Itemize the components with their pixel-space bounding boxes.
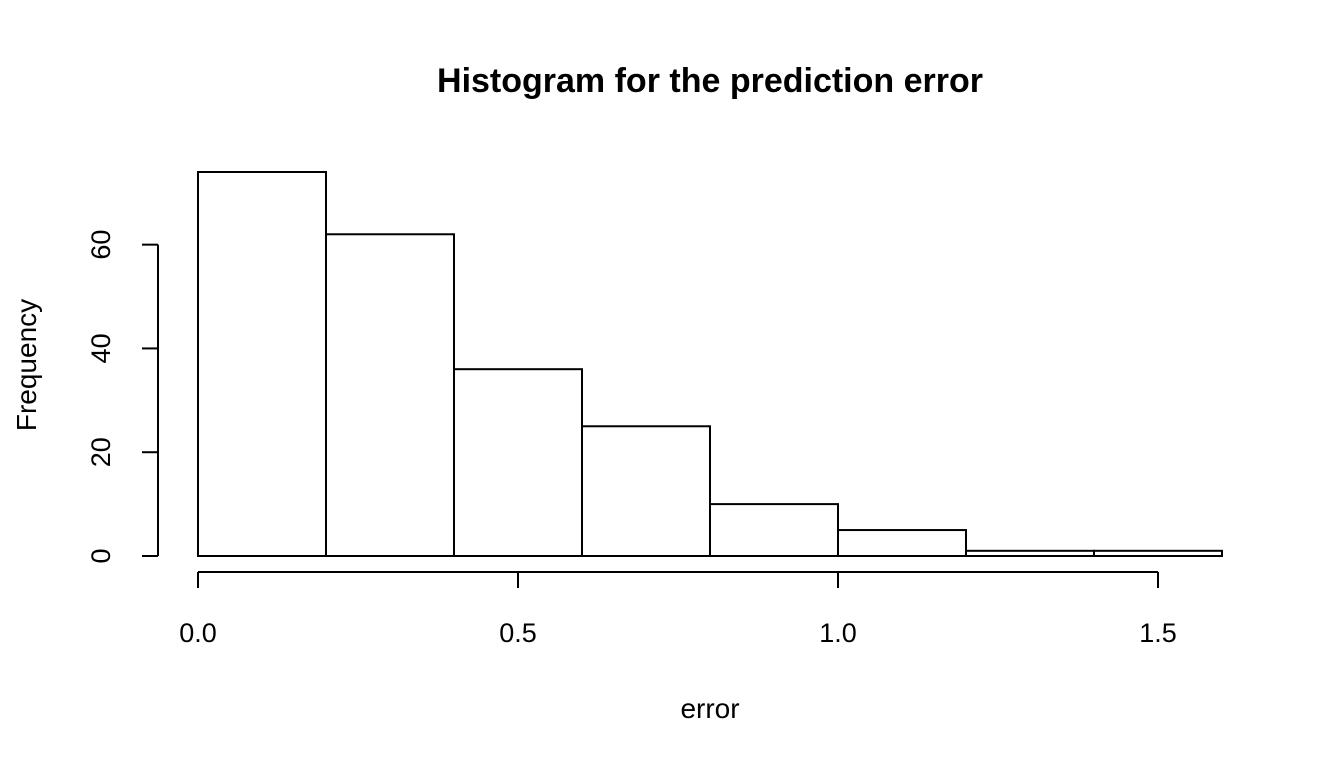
- y-tick-label-3: 60: [86, 230, 116, 260]
- x-axis: 0.0 0.5 1.0 1.5: [179, 571, 1177, 648]
- histogram-bar-3: [581, 425, 711, 557]
- histogram-bar-1: [325, 233, 455, 557]
- histogram-bar-2: [453, 368, 583, 557]
- histogram-bar-7: [1093, 549, 1223, 557]
- y-tick-label-2: 40: [86, 333, 116, 363]
- x-tick-label-3: 1.5: [1139, 618, 1177, 648]
- x-tick-label-2: 1.0: [819, 618, 857, 648]
- histogram-bar-6: [965, 549, 1095, 557]
- x-tick-label-1: 0.5: [499, 618, 537, 648]
- x-tick-label-0: 0.0: [179, 618, 217, 648]
- y-axis: 0 20 40 60: [86, 230, 159, 564]
- histogram-bar-0: [197, 171, 327, 557]
- bars-group: [197, 171, 1223, 558]
- y-axis-label: Frequency: [11, 299, 42, 431]
- y-tick-label-0: 0: [86, 548, 116, 563]
- x-axis-label: error: [680, 693, 739, 724]
- y-tick-label-1: 20: [86, 437, 116, 467]
- histogram-bar-4: [709, 503, 839, 557]
- histogram-bar-5: [837, 529, 967, 558]
- chart-title: Histogram for the prediction error: [437, 62, 983, 100]
